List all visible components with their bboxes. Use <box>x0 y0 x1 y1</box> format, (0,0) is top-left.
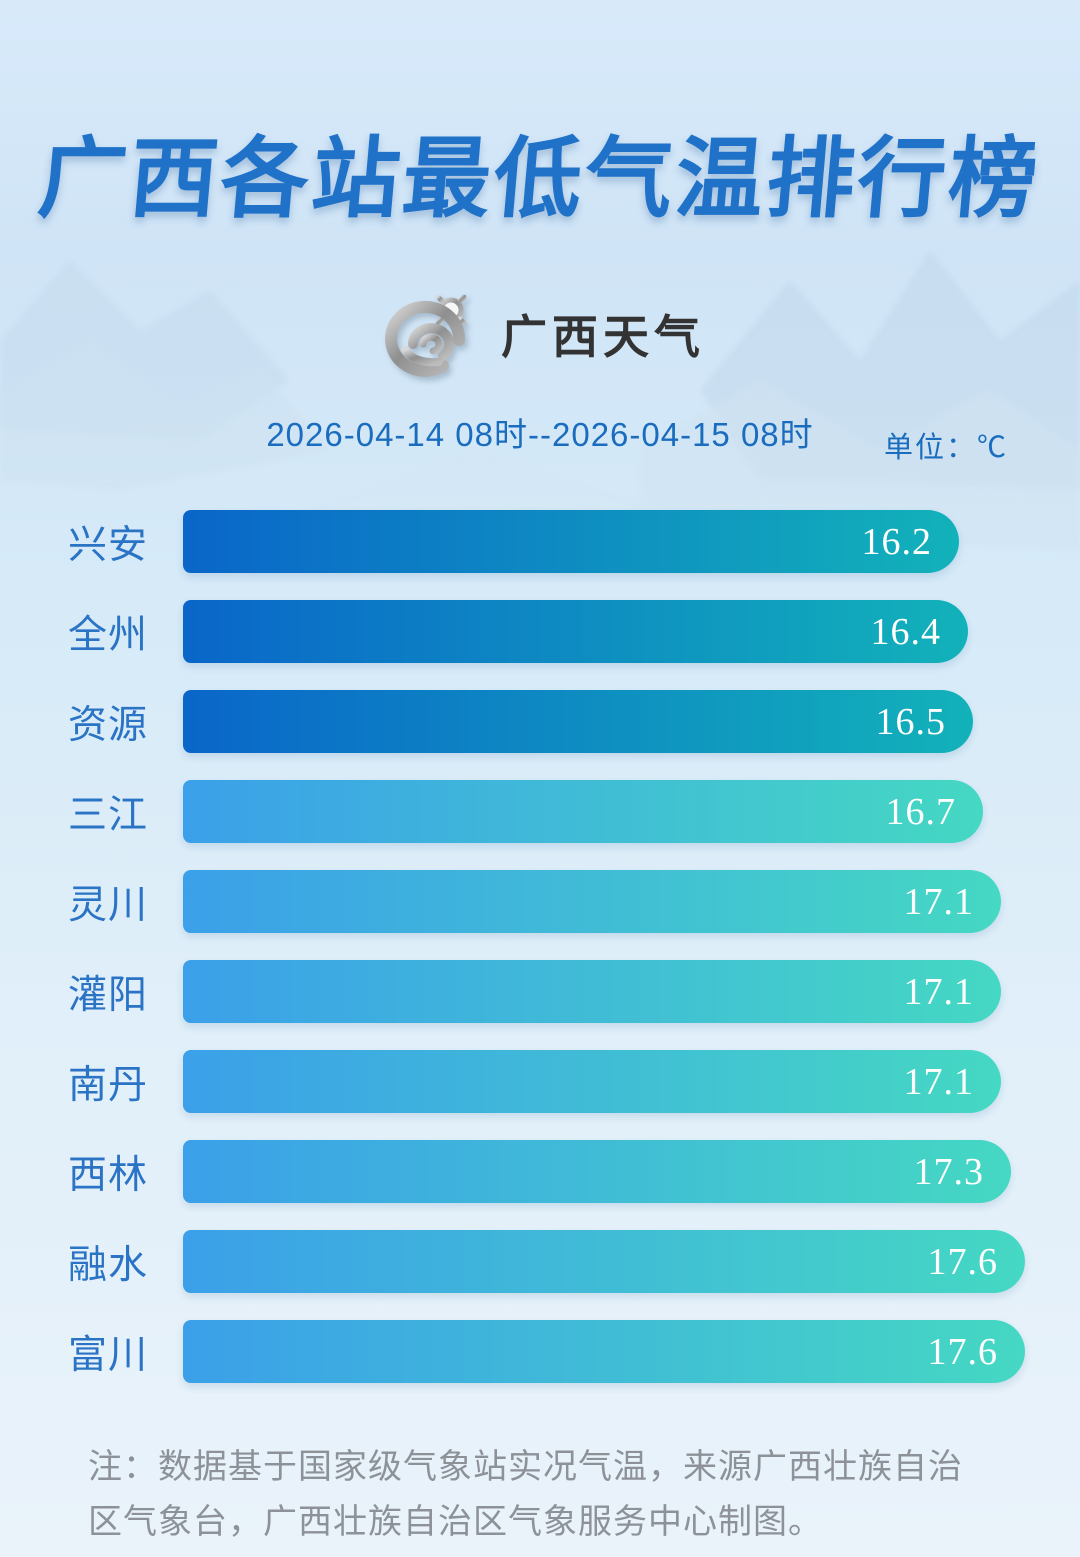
temp-bar: 16.7 <box>183 780 983 843</box>
brand-name: 广西天气 <box>501 311 705 363</box>
chart-row: 兴安 16.2 <box>0 510 1080 573</box>
temp-bar: 16.5 <box>183 690 973 753</box>
station-label: 三江 <box>67 793 148 837</box>
temp-value: 16.2 <box>861 520 932 563</box>
temp-bar: 17.3 <box>183 1140 1011 1203</box>
temp-value: 16.7 <box>885 790 956 833</box>
chart-row: 资源 16.5 <box>0 690 1080 753</box>
unit-label: 单位：℃ <box>883 432 1008 464</box>
temp-value: 16.4 <box>870 610 941 653</box>
station-label: 富川 <box>67 1333 148 1377</box>
station-label: 融水 <box>67 1243 148 1287</box>
temp-value: 17.1 <box>903 970 974 1013</box>
temp-bar: 16.4 <box>183 600 968 663</box>
cloud-sun-swirl-icon <box>375 288 487 380</box>
chart-row: 南丹 17.1 <box>0 1050 1080 1113</box>
temp-bar: 17.1 <box>183 870 1001 933</box>
brand: 广西天气 <box>0 288 1080 380</box>
temp-value: 16.5 <box>875 700 946 743</box>
station-label: 西林 <box>67 1153 148 1197</box>
temp-bar: 17.1 <box>183 1050 1001 1113</box>
temp-bar: 17.6 <box>183 1230 1025 1293</box>
temp-value: 17.1 <box>903 1060 974 1103</box>
mountain-watermark-icon <box>0 250 1080 550</box>
chart-row: 全州 16.4 <box>0 600 1080 663</box>
temp-bar: 17.1 <box>183 960 1001 1023</box>
chart-row: 融水 17.6 <box>0 1230 1080 1293</box>
chart-row: 三江 16.7 <box>0 780 1080 843</box>
station-label: 全州 <box>67 613 148 657</box>
chart-row: 灵川 17.1 <box>0 870 1080 933</box>
station-label: 兴安 <box>67 523 148 567</box>
station-label: 灌阳 <box>67 973 148 1017</box>
temp-bar: 17.6 <box>183 1320 1025 1383</box>
chart-row: 富川 17.6 <box>0 1320 1080 1383</box>
date-range: 2026-04-14 08时--2026-04-15 08时 <box>266 416 814 453</box>
temp-value: 17.6 <box>927 1240 998 1283</box>
temp-value: 17.3 <box>913 1150 984 1193</box>
temperature-bar-chart: 兴安 16.2 全州 16.4 资源 16.5 三江 16.7 灵川 17.1 灌阳 17.1 南丹 17… <box>0 510 1080 1410</box>
temp-value: 17.6 <box>927 1330 998 1373</box>
temp-bar: 16.2 <box>183 510 959 573</box>
station-label: 南丹 <box>67 1063 148 1107</box>
station-label: 灵川 <box>67 883 148 927</box>
chart-row: 灌阳 17.1 <box>0 960 1080 1023</box>
footnote: 注：数据基于国家级气象站实况气温，来源广西壮族自治区气象台，广西壮族自治区气象服… <box>88 1448 963 1542</box>
chart-row: 西林 17.3 <box>0 1140 1080 1203</box>
temp-value: 17.1 <box>903 880 974 923</box>
station-label: 资源 <box>67 703 148 747</box>
page-title: 广西各站最低气温排行榜 <box>34 129 1045 228</box>
